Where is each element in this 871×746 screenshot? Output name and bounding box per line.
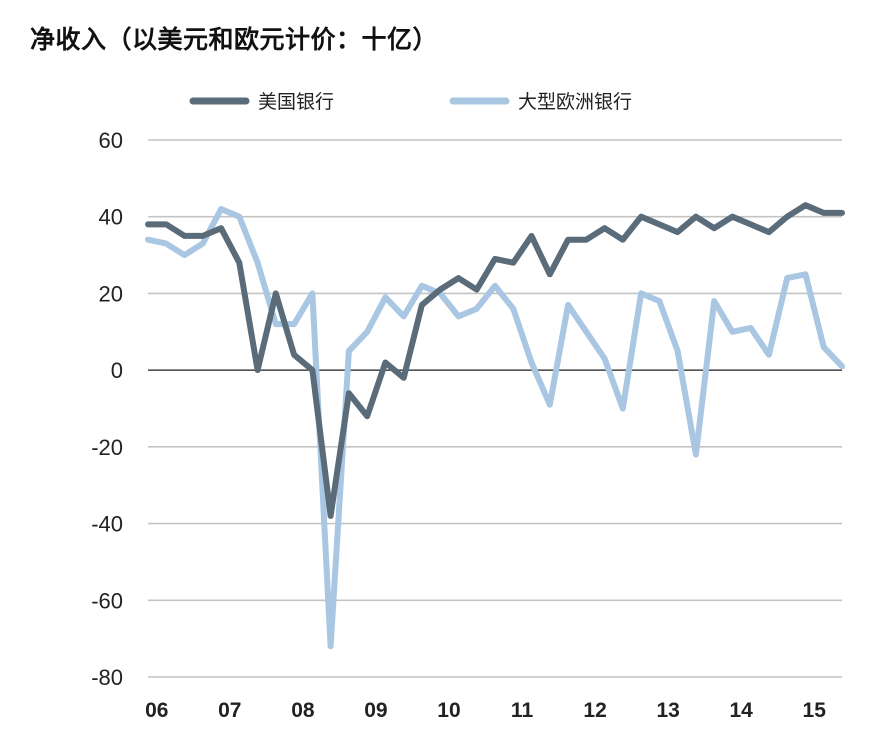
- legend-label-us-banks: 美国银行: [258, 91, 334, 113]
- y-axis-ticks: 60 40 20 0 -20 -40 -60 -80: [91, 128, 123, 690]
- y-tick-label: 20: [99, 281, 123, 306]
- y-tick-label: -60: [91, 588, 123, 613]
- legend-label-eu-banks: 大型欧洲银行: [518, 91, 632, 113]
- y-tick-label: -80: [91, 665, 123, 690]
- x-tick-label: 13: [656, 699, 679, 722]
- x-tick-label: 06: [145, 699, 168, 722]
- y-tick-label: 40: [99, 205, 123, 230]
- series-lines: [145, 202, 845, 650]
- y-tick-label: 0: [111, 358, 123, 383]
- x-tick-label: 07: [218, 699, 241, 722]
- x-tick-label: 08: [291, 699, 315, 722]
- x-tick-label: 12: [583, 699, 606, 722]
- y-tick-label: -20: [91, 435, 123, 460]
- chart-title: 净收入（以美元和欧元计价：十亿）: [30, 25, 439, 54]
- y-tick-label: -40: [91, 512, 123, 537]
- x-tick-label: 09: [364, 699, 387, 722]
- legend: 美国银行 大型欧洲银行: [189, 91, 632, 113]
- x-axis-ticks: 06 07 08 09 10 11 12 13 14 15: [145, 699, 826, 722]
- y-tick-label: 60: [99, 128, 123, 153]
- x-tick-label: 15: [803, 699, 827, 722]
- x-tick-label: 10: [437, 699, 460, 722]
- x-tick-label: 14: [730, 699, 754, 722]
- x-tick-label: 11: [511, 699, 534, 722]
- series-line-eu-banks: [145, 206, 845, 650]
